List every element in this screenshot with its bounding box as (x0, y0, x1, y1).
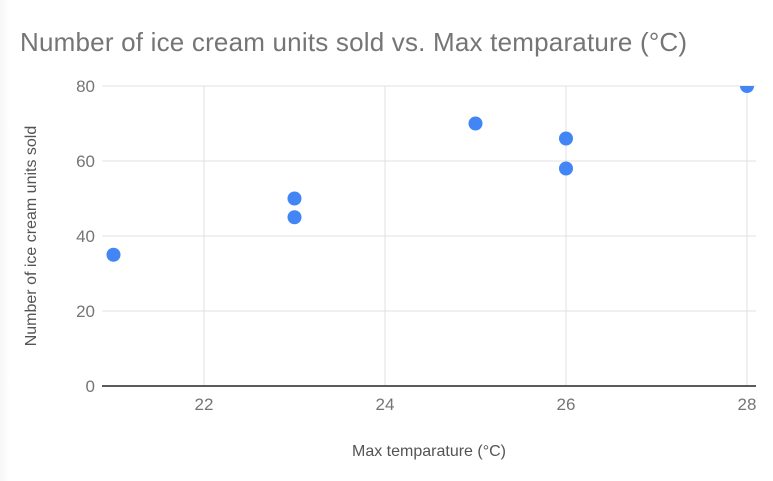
data-point (468, 116, 483, 131)
x-tick-label: 26 (557, 395, 576, 414)
x-tick-label: 24 (376, 395, 395, 414)
data-point (559, 161, 573, 176)
y-tick-label: 40 (76, 227, 95, 246)
data-point (559, 131, 573, 146)
data-point (740, 86, 754, 93)
data-point (287, 191, 302, 206)
x-axis-title: Max temparature (°C) (352, 443, 506, 460)
y-tick-label: 20 (76, 302, 95, 321)
y-tick-label: 60 (76, 152, 95, 171)
data-point (106, 247, 121, 262)
y-tick-label: 80 (76, 77, 95, 96)
x-tick-label: 22 (195, 395, 214, 414)
data-point (287, 210, 302, 225)
points-group (106, 86, 754, 262)
chart-title: Number of ice cream units sold vs. Max t… (20, 27, 688, 57)
y-tick-label: 0 (86, 377, 95, 396)
x-tick-label: 28 (738, 395, 757, 414)
